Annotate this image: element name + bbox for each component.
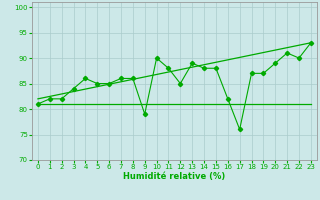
X-axis label: Humidité relative (%): Humidité relative (%) [123,172,226,181]
